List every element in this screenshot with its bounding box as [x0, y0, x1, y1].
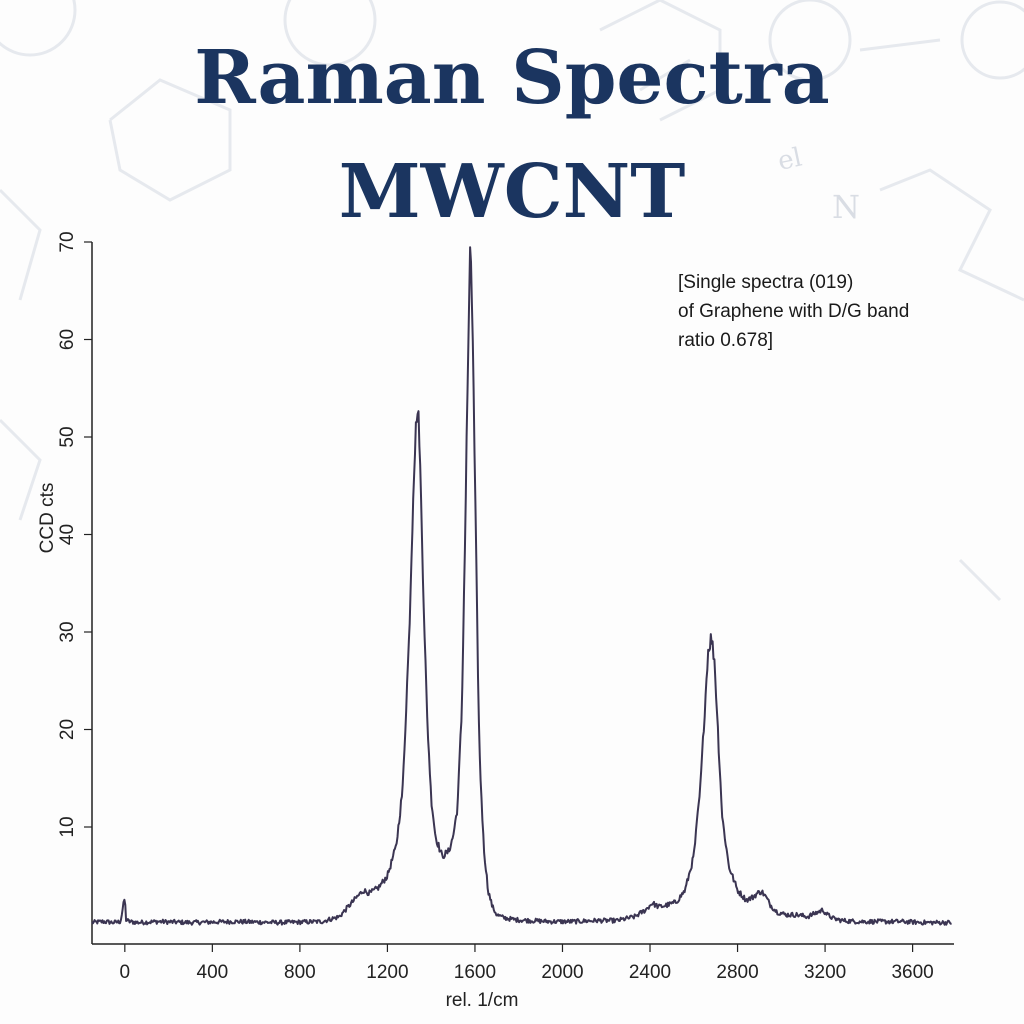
chart-series [91, 246, 952, 926]
x-tick-label: 3200 [804, 962, 846, 983]
x-tick-label: 2800 [716, 962, 758, 983]
annotation-line-1: [Single spectra (019) [678, 272, 854, 293]
y-tick-label: 70 [57, 231, 78, 252]
annotation-line-2: of Graphene with D/G band [678, 301, 910, 322]
annotation-line-3: ratio 0.678] [678, 330, 774, 351]
y-tick-label: 20 [57, 719, 78, 740]
x-tick-label: 2400 [629, 962, 671, 983]
spectrum-line [91, 246, 952, 926]
x-tick-label: 0 [120, 962, 131, 983]
x-tick-label: 3600 [891, 962, 933, 983]
y-axis-ticks: 10 20 30 40 50 60 70 [57, 231, 92, 838]
x-tick-label: 1600 [454, 962, 496, 983]
spectrum-annotation: [Single spectra (019) of Graphene with D… [678, 268, 998, 355]
y-tick-label: 40 [57, 524, 78, 545]
x-axis-label: rel. 1/cm [446, 990, 519, 1011]
y-tick-label: 10 [57, 816, 78, 837]
x-axis-ticks: 0 400 800 1200 1600 2000 2400 2800 3200 3600 [120, 944, 934, 983]
x-tick-label: 2000 [541, 962, 583, 983]
background-text-n: N [832, 188, 860, 226]
page-title-line-2: MWCNT [338, 149, 686, 235]
x-tick-label: 800 [284, 962, 316, 983]
x-tick-label: 400 [197, 962, 229, 983]
y-tick-label: 30 [57, 621, 78, 642]
y-tick-label: 60 [57, 329, 78, 350]
x-tick-label: 1200 [366, 962, 408, 983]
page-title-line-1: Raman Spectra [194, 35, 830, 121]
y-axis-label: CCD cts [37, 483, 58, 554]
y-tick-label: 50 [57, 426, 78, 447]
